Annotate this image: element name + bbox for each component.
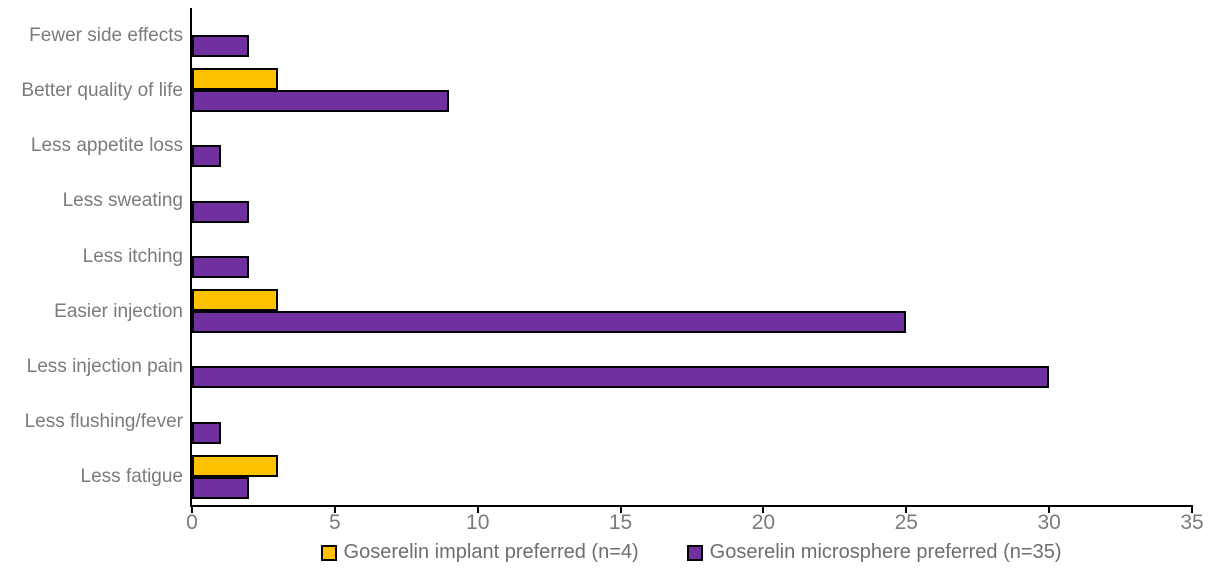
x-axis-tick (476, 505, 479, 513)
x-axis-tick (333, 505, 336, 513)
x-axis-tick (762, 505, 765, 513)
x-axis-tick-label: 25 (894, 511, 918, 534)
bar-microsphere (192, 366, 1050, 389)
x-axis-tick-label: 10 (466, 511, 490, 534)
category-label: Less fatigue (80, 466, 183, 488)
x-axis-tick-label: 20 (751, 511, 776, 534)
x-axis-tick (191, 505, 193, 513)
bar-microsphere (192, 35, 250, 57)
category-label: Less injection pain (26, 355, 183, 377)
legend: Goserelin implant preferred (n=4) Gosere… (190, 541, 1192, 564)
category-label: Less flushing/fever (24, 411, 183, 433)
bar-microsphere (192, 476, 250, 499)
bar-microsphere (192, 145, 221, 168)
bar-microsphere (192, 311, 907, 334)
x-axis-tick-label: 35 (1180, 511, 1204, 534)
bar-implant (192, 454, 278, 477)
x-axis-tick (1048, 505, 1051, 513)
category-label: Less itching (82, 245, 183, 267)
x-axis-tick-label: 15 (608, 511, 633, 534)
legend-item-implant: Goserelin implant preferred (n=4) (320, 541, 639, 564)
legend-swatch-microsphere (686, 544, 703, 561)
x-axis-tick-label: 5 (329, 511, 341, 534)
bar-microsphere (192, 200, 250, 223)
x-axis-tick (1191, 505, 1193, 513)
x-axis-tick-label: 30 (1037, 511, 1061, 534)
category-label: Less sweating (62, 190, 183, 212)
bar-microsphere (192, 421, 221, 444)
category-label: Better quality of life (21, 79, 183, 101)
bar-implant (192, 289, 278, 312)
plot-area (190, 8, 1192, 507)
legend-label-implant: Goserelin implant preferred (n=4) (343, 541, 639, 563)
legend-label-microsphere: Goserelin microsphere preferred (n=35) (709, 541, 1062, 563)
legend-item-microsphere: Goserelin microsphere preferred (n=35) (686, 541, 1062, 564)
category-label: Fewer side effects (29, 24, 183, 46)
x-axis-tick (619, 505, 622, 513)
x-axis-tick-label: 0 (186, 511, 198, 534)
bar-microsphere (192, 90, 450, 113)
x-axis-tick (905, 505, 908, 513)
category-label: Easier injection (54, 300, 183, 322)
bar-microsphere (192, 255, 250, 278)
legend-swatch-implant (320, 544, 337, 561)
category-label: Less appetite loss (30, 135, 183, 157)
bar-implant (192, 68, 278, 91)
